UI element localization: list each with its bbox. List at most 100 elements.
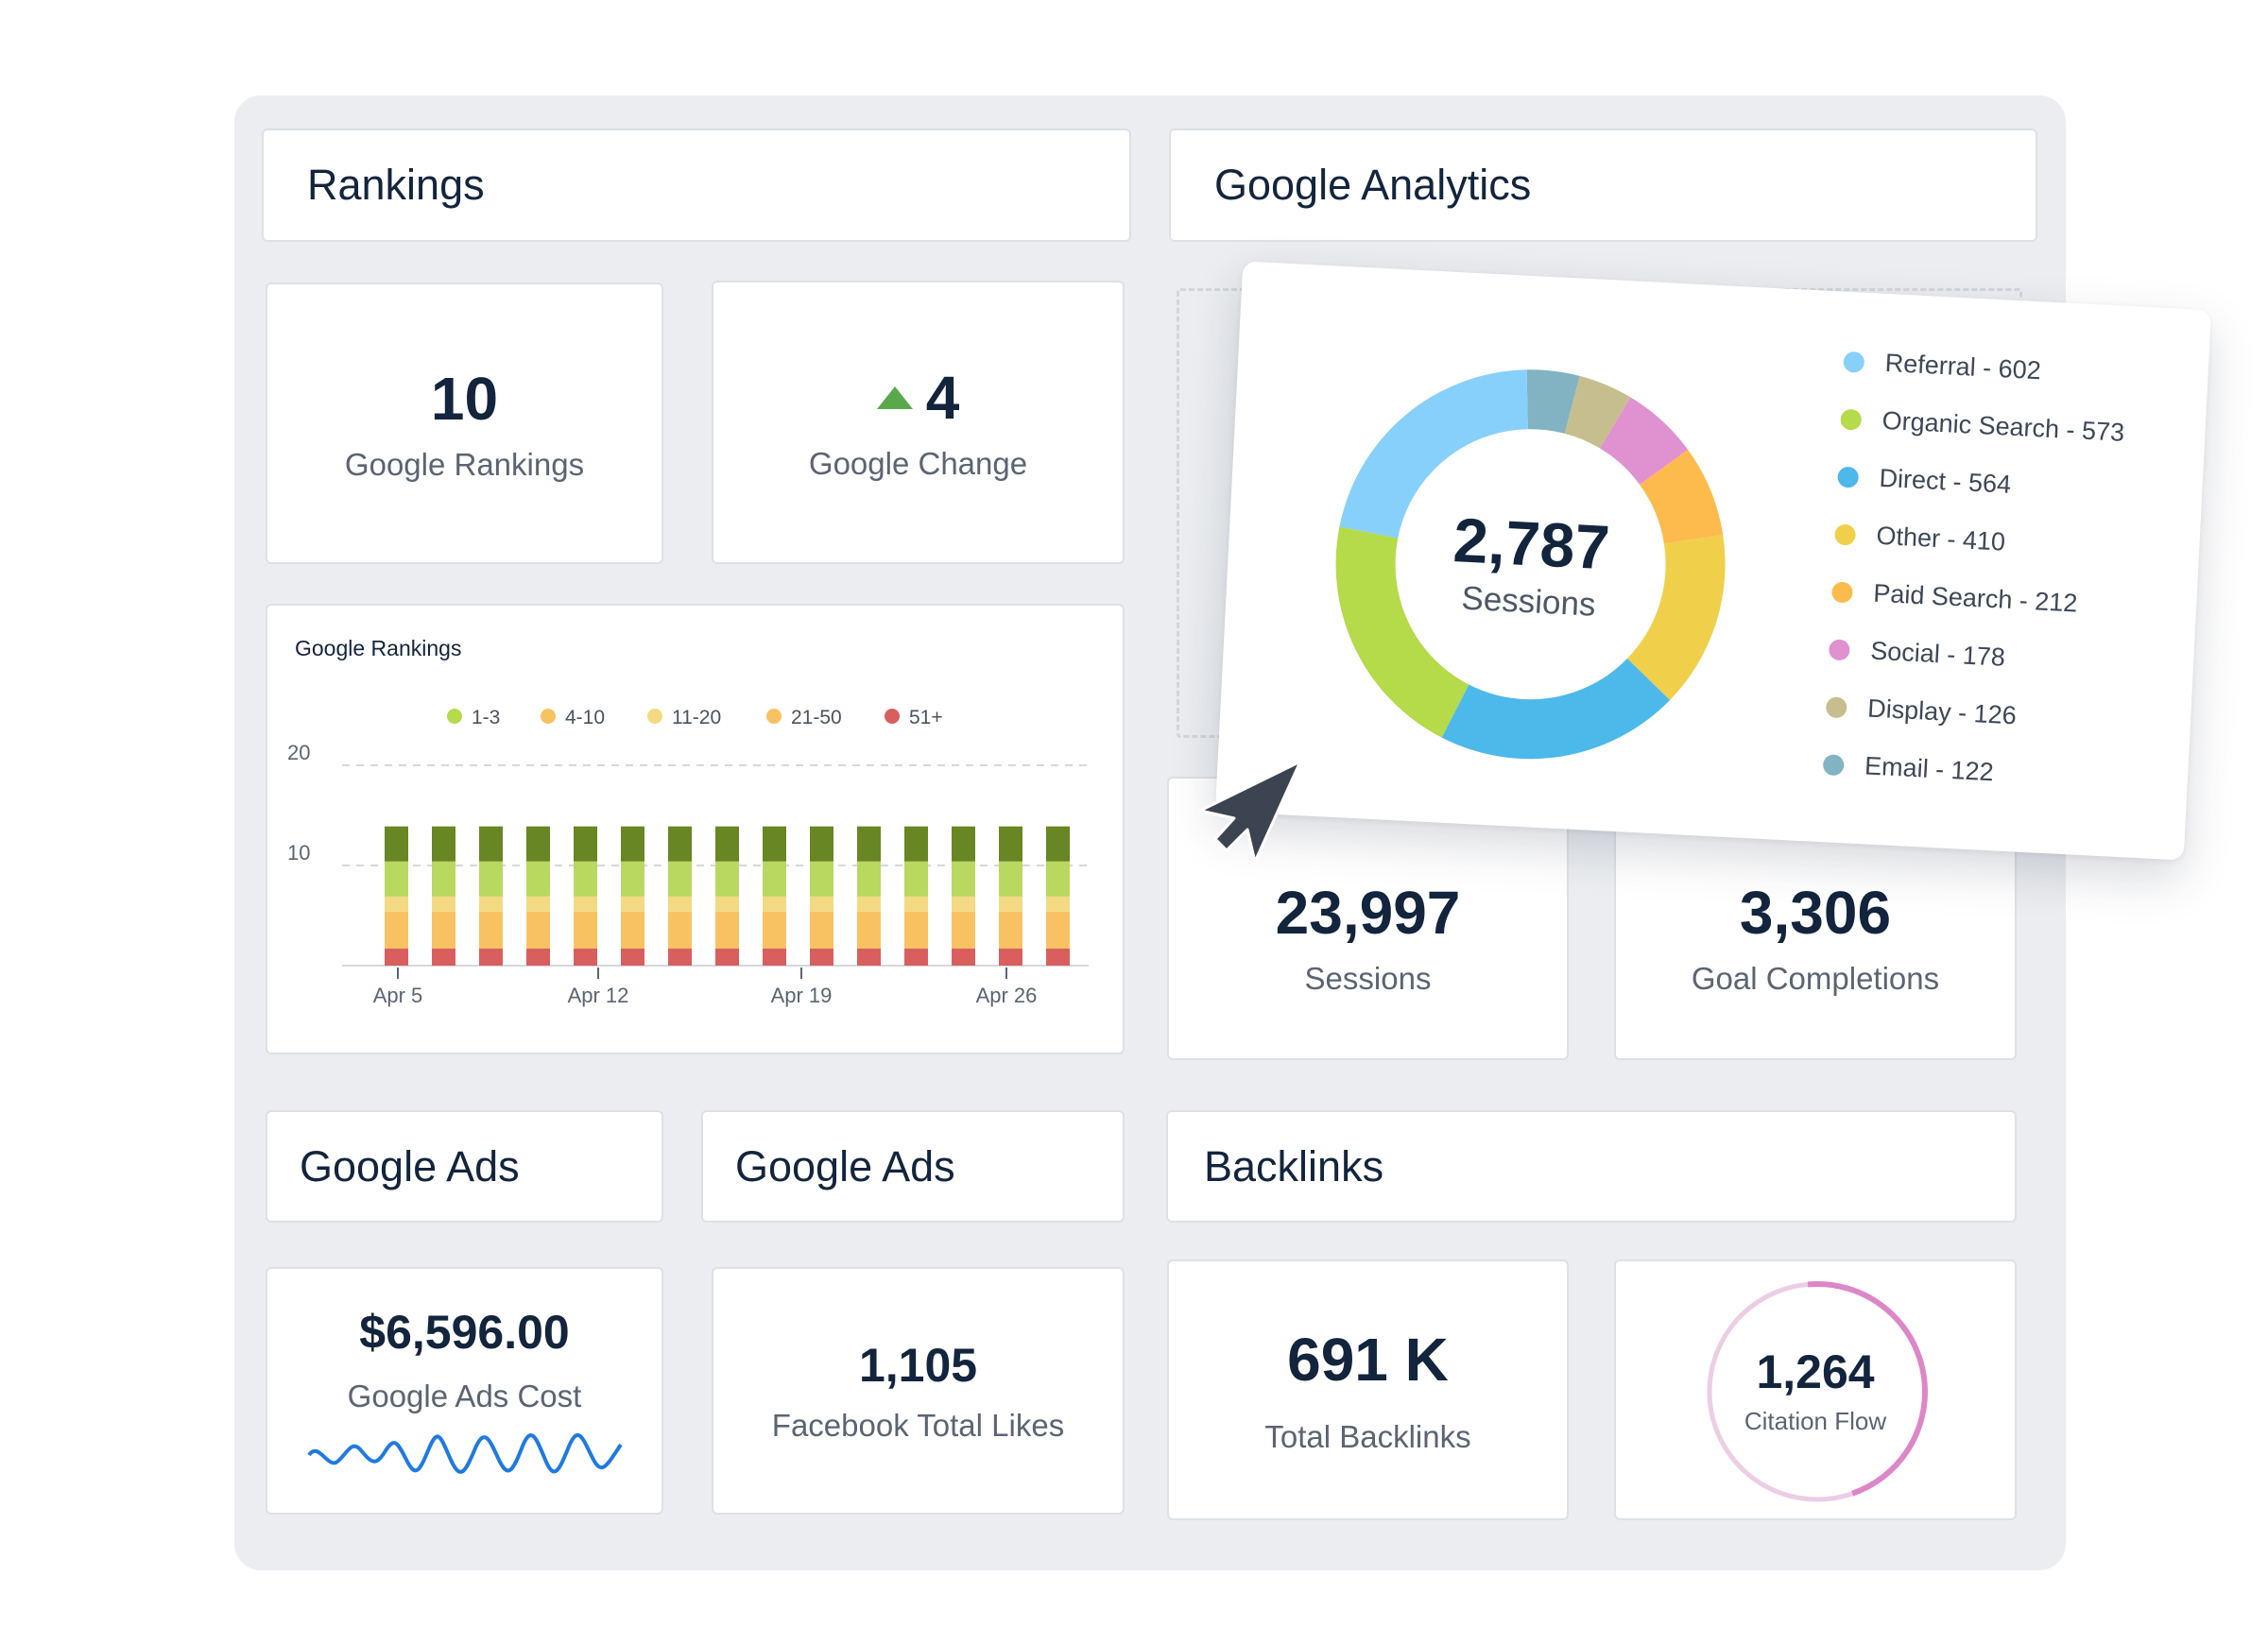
backlinks-tile: 691 K Total Backlinks: [1167, 1259, 1569, 1520]
sessions-donut-chart: [1335, 369, 1726, 760]
google-change-label: Google Change: [808, 446, 1028, 481]
mouse-cursor-icon: [1198, 760, 1302, 864]
bar-segment-21-50: [1046, 911, 1070, 949]
bar-segment-1-3: [668, 826, 692, 862]
bar-segment-21-50: [952, 911, 975, 949]
legend-dot: [1830, 580, 1854, 603]
bar-segment-4-10: [479, 861, 503, 897]
bar-segment-51+: [952, 948, 975, 966]
bar-segment-11-20: [904, 896, 928, 912]
legend-dot: [766, 709, 782, 724]
rankings-chart-card: Google Rankings 1-3 4-10 11-20 21-50 51+ 10 20…: [266, 604, 1125, 1054]
bar-segment-51+: [574, 948, 597, 966]
backlinks-value: 691 K: [1287, 1326, 1449, 1394]
citation-flow-value: 1,264: [1756, 1344, 1875, 1398]
bar-segment-4-10: [621, 861, 644, 897]
bar-segment-4-10: [432, 861, 455, 897]
analytics-title: Google Analytics: [1214, 161, 1532, 209]
legend-dot: [1840, 408, 1863, 431]
citation-flow-ring: [1707, 1281, 1928, 1502]
bar-segment-51+: [763, 948, 786, 966]
rankings-title: Rankings: [307, 161, 485, 209]
bar-segment-4-10: [810, 861, 833, 897]
y-tick-label: 20: [287, 741, 310, 764]
legend-dot: [1834, 522, 1857, 546]
bar-segment-21-50: [763, 911, 786, 949]
facebook-likes-value: 1,105: [858, 1339, 978, 1392]
bar-segment-1-3: [526, 826, 550, 862]
legend-label: 21-50: [791, 707, 842, 728]
sessions-label: Sessions: [1304, 961, 1432, 996]
rankings-chart: Google Rankings 1-3 4-10 11-20 21-50 51+ 10 20…: [287, 636, 1089, 1007]
sessions-donut-card[interactable]: 2,787 Sessions Referral - 602 Organic Sea…: [1214, 261, 2212, 861]
bar-segment-4-10: [526, 861, 550, 897]
bar-segment-11-20: [668, 896, 692, 912]
bar-segment-1-3: [904, 826, 928, 862]
donut-label: Sessions: [1460, 579, 1597, 624]
bar-segment-21-50: [857, 911, 881, 949]
sessions-value: 23,997: [1275, 879, 1461, 947]
bar-segment-51+: [668, 948, 692, 966]
donut-slice-direct: [1441, 659, 1671, 760]
google-rankings-label: Google Rankings: [344, 447, 585, 482]
bar-segment-21-50: [621, 911, 644, 949]
bar-segment-11-20: [763, 896, 786, 912]
bar-segment-21-50: [715, 911, 739, 949]
bar-segment-11-20: [715, 896, 739, 912]
bar-segment-11-20: [432, 896, 455, 912]
analytics-header: Google Analytics: [1169, 128, 2037, 242]
bar-segment-4-10: [857, 861, 881, 897]
bar-segment-4-10: [952, 861, 975, 897]
bar-segment-21-50: [385, 911, 408, 949]
bar-segment-4-10: [904, 861, 928, 897]
bar-segment-11-20: [952, 896, 975, 912]
goal-completions-label: Goal Completions: [1691, 961, 1940, 996]
ads-cost-label: Google Ads Cost: [347, 1379, 582, 1413]
legend-dot: [1828, 638, 1850, 660]
donut-total: 2,787: [1452, 505, 1612, 583]
bar-segment-4-10: [763, 861, 786, 897]
google-ads-title: Google Ads: [300, 1141, 520, 1190]
bar-segment-1-3: [479, 826, 503, 862]
bar-segment-21-50: [904, 911, 928, 949]
legend-dot: [1822, 753, 1845, 776]
legend-dot: [647, 709, 662, 724]
goal-completions-value: 3,306: [1739, 879, 1892, 947]
bar-segment-51+: [999, 948, 1022, 966]
ads-cost-sparkline: [306, 1433, 623, 1474]
donut-slice-social: [1600, 397, 1689, 486]
facebook-likes-tile: 1,105 Facebook Total Likes: [712, 1267, 1125, 1515]
bar-segment-1-3: [763, 826, 786, 862]
legend-dot: [1837, 466, 1860, 488]
citation-flow-tile: 1,264 Citation Flow: [1614, 1259, 2017, 1520]
ads-cost-tile: $6,596.00 Google Ads Cost: [266, 1267, 663, 1515]
bar-segment-1-3: [385, 826, 408, 862]
backlinks-title: Backlinks: [1204, 1141, 1384, 1190]
bar-segment-51+: [432, 948, 455, 966]
y-tick-label: 10: [287, 841, 310, 865]
legend-label: 4-10: [565, 707, 605, 728]
bar-segment-51+: [715, 948, 739, 966]
legend-dot: [1843, 351, 1865, 373]
donut-slice-organic-search: [1335, 526, 1469, 738]
legend-dot: [1825, 695, 1847, 718]
legend-dot: [885, 709, 900, 724]
google-ads-title: Google Ads: [735, 1141, 955, 1190]
bar-segment-51+: [1046, 948, 1070, 966]
citation-flow-label: Citation Flow: [1744, 1406, 1887, 1435]
bar-segment-51+: [526, 948, 550, 966]
google-ads-header-2: Google Ads: [701, 1110, 1125, 1223]
bar-segment-51+: [479, 948, 503, 966]
google-rankings-value: 10: [430, 365, 499, 433]
bar-segment-1-3: [952, 826, 975, 862]
donut-slice-email: [1526, 369, 1580, 434]
bar-segment-21-50: [999, 911, 1022, 949]
rankings-header: Rankings: [262, 128, 1131, 242]
bar-segment-21-50: [479, 911, 503, 949]
bar-segment-11-20: [810, 896, 833, 912]
bar-segment-4-10: [574, 861, 597, 897]
bar-segment-51+: [621, 948, 644, 966]
bar-segment-11-20: [385, 896, 408, 912]
bar-segment-1-3: [810, 826, 833, 862]
bar-segment-11-20: [1046, 896, 1070, 912]
